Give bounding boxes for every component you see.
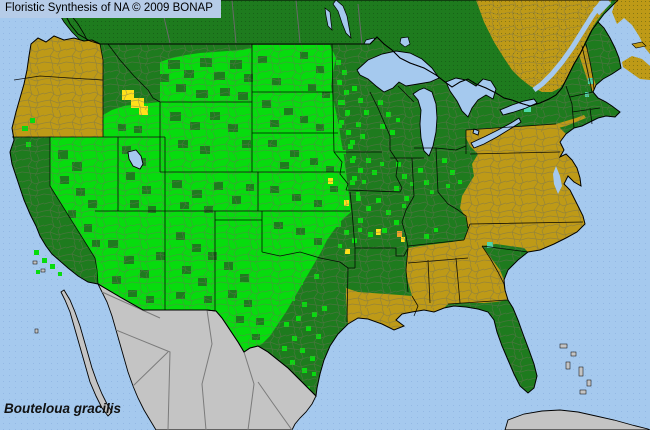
county-present-marker <box>36 270 40 274</box>
baja-california <box>60 289 113 417</box>
cuba <box>504 409 650 430</box>
lake-ontario <box>499 98 538 116</box>
lake-st-clair <box>472 128 480 136</box>
province-lines <box>159 0 363 45</box>
lake-erie <box>470 117 522 149</box>
county-present-marker <box>50 264 55 269</box>
bahamas-island <box>559 343 568 349</box>
caribbean <box>504 409 650 430</box>
county-present-marker <box>34 250 39 255</box>
st-lawrence-river <box>532 0 612 194</box>
great-lakes <box>127 50 538 170</box>
lake-winnipeg <box>332 0 352 40</box>
state-borders <box>12 43 601 323</box>
map-title-box: Floristic Synthesis of NA © 2009 BONAP <box>0 0 221 18</box>
county-present-marker <box>42 258 47 263</box>
bahamas-island <box>578 366 584 377</box>
bahamas-island <box>570 351 577 357</box>
map-title: Floristic Synthesis of NA © 2009 BONAP <box>5 2 213 14</box>
lake-michigan <box>412 87 438 157</box>
bahamas-island <box>579 389 587 395</box>
lake-huron <box>445 77 497 118</box>
lake-manitoba <box>324 7 333 31</box>
chesapeake-bay <box>553 166 562 194</box>
great-salt-lake <box>127 149 144 170</box>
county-present-marker <box>58 272 62 276</box>
bahamas-island <box>586 379 592 387</box>
lake-nipigon <box>399 36 411 48</box>
small-island <box>32 260 38 265</box>
bahamas-island <box>565 361 571 370</box>
small-island <box>34 328 39 334</box>
species-name-label: Bouteloua gracilis <box>4 401 122 416</box>
small-island <box>40 268 46 273</box>
mexico-state-lines <box>101 291 293 430</box>
